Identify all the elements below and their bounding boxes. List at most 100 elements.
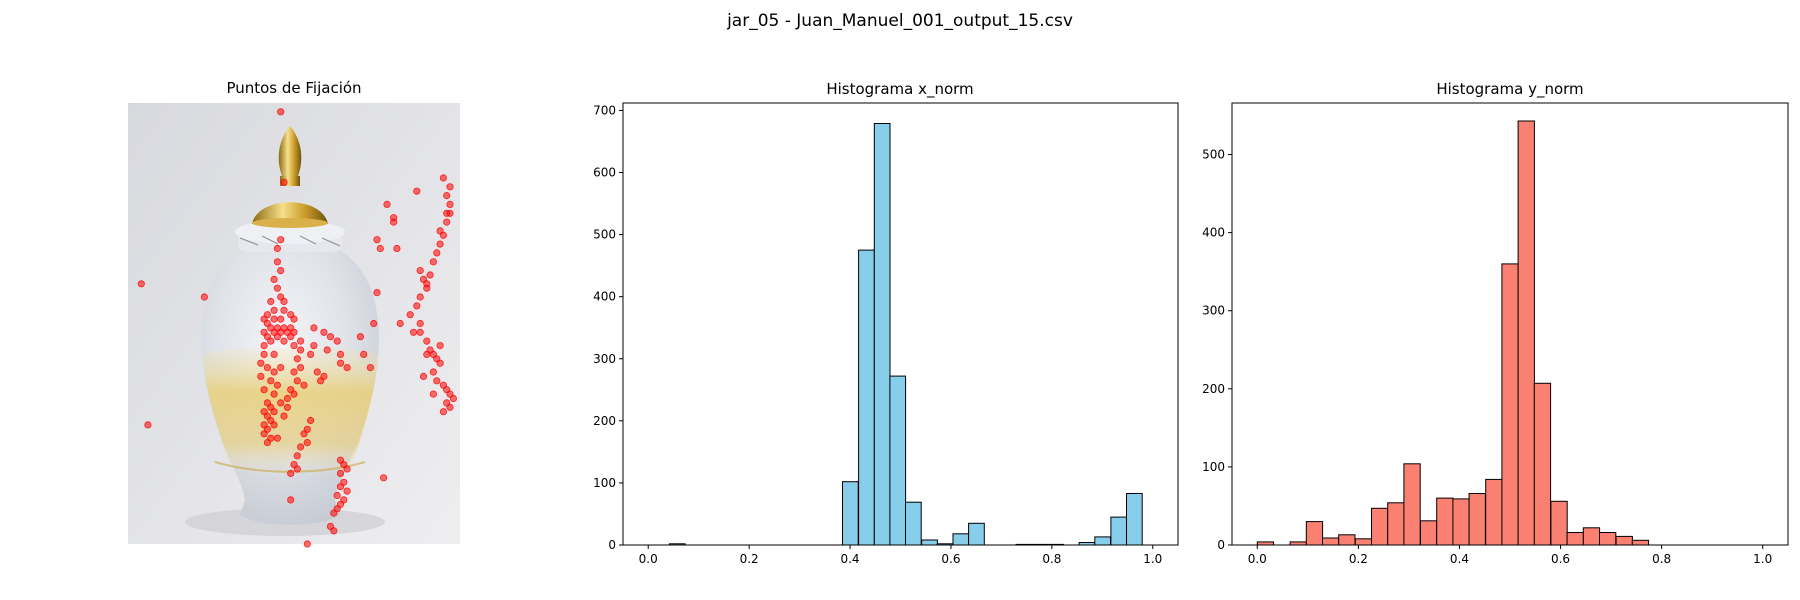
histogram-x-bar	[968, 522, 985, 546]
fixation-point	[310, 341, 318, 350]
histogram-y-bar	[1550, 500, 1568, 546]
fixation-point	[287, 469, 295, 477]
histogram-y-bar	[1566, 532, 1584, 546]
fixation-point	[336, 469, 345, 477]
histogram-y-xtick-label: 0.4	[1450, 552, 1469, 566]
fixation-point	[270, 421, 278, 429]
fixation-point	[296, 363, 305, 372]
fixation-point	[330, 509, 338, 517]
fixation-point	[280, 306, 288, 314]
histogram-x-ytick-label: 600	[593, 166, 616, 180]
fixation-point	[323, 346, 331, 354]
fixation-point	[436, 227, 444, 235]
fixation-point	[200, 293, 208, 301]
fixation-point	[290, 341, 298, 350]
histogram-x-axes-frame	[622, 102, 1179, 546]
histogram-y-ytick-label: 0	[1217, 538, 1225, 552]
fixation-point	[287, 496, 295, 504]
histogram-y-xtick-label: 0.8	[1652, 552, 1671, 566]
fixation-point	[273, 381, 281, 389]
fixation-point	[379, 474, 388, 482]
fixation-point	[273, 244, 281, 253]
fixation-point	[283, 394, 291, 403]
fixation-point	[313, 368, 321, 376]
fixation-point	[290, 315, 298, 323]
histogram-x-bars	[668, 123, 1143, 546]
fixation-point	[277, 266, 285, 275]
fixation-point	[373, 288, 381, 297]
fixation-point	[333, 337, 341, 345]
fixation-point	[446, 183, 454, 191]
histogram-x-ytick-label: 500	[593, 228, 616, 242]
histogram-y-bar	[1631, 539, 1650, 546]
fixation-point	[303, 540, 311, 548]
fixation-point	[436, 341, 444, 350]
fixation-point	[277, 399, 285, 407]
fixation-point	[270, 368, 278, 376]
fixation-point	[413, 302, 421, 310]
histogram-x-xtick-label: 0.2	[740, 552, 759, 566]
histogram-x-bar	[889, 375, 907, 546]
histogram-y-bar	[1501, 263, 1519, 546]
fixation-point	[343, 487, 351, 495]
fixation-point	[356, 333, 364, 341]
histogram-y-bar	[1305, 521, 1324, 546]
histogram-y-ytick-label: 300	[1202, 304, 1225, 318]
histogram-y-bar	[1599, 532, 1617, 546]
fixation-point	[366, 363, 374, 372]
fixation-point	[293, 452, 301, 460]
histogram-x-bar	[1094, 536, 1112, 546]
fixation-point	[320, 328, 328, 336]
fixation-point	[436, 359, 444, 367]
fixation-point	[333, 491, 341, 500]
fixation-point	[290, 368, 298, 376]
fixation-point	[287, 333, 295, 341]
fixation-point	[416, 328, 424, 336]
histogram-y-bar	[1615, 535, 1633, 546]
histogram-y-bar	[1452, 498, 1470, 546]
histogram-y-xtick-label: 1.0	[1753, 552, 1772, 566]
histogram-x-bar	[858, 249, 875, 546]
fixation-point	[273, 284, 281, 292]
figure-suptitle: jar_05 - Juan_Manuel_001_output_15.csv	[726, 11, 1073, 31]
histogram-y-xtick-label: 0.2	[1349, 552, 1368, 566]
fixation-point	[449, 394, 457, 403]
fixation-point	[336, 483, 345, 491]
fixation-point	[429, 390, 437, 398]
fixation-point	[270, 275, 278, 283]
histogram-y-bar	[1485, 478, 1503, 546]
fixation-point	[263, 438, 271, 447]
histogram-x-title: Histograma x_norm	[826, 80, 973, 99]
histogram-x-ytick-label: 100	[593, 476, 616, 490]
histogram-x-panel: Histograma x_norm 0.0 0.2 0.4 0.6 0.8 1.0 0 10…	[593, 80, 1179, 566]
histogram-y-bars	[1256, 120, 1650, 546]
fixation-point	[260, 386, 268, 394]
fixation-point	[343, 465, 351, 473]
fixation-point	[426, 271, 434, 279]
histogram-y-ytick-label: 100	[1202, 460, 1225, 474]
histogram-x-xtick-label: 0.8	[1042, 552, 1061, 566]
fixation-point	[383, 200, 391, 208]
histogram-x-bar	[842, 481, 859, 546]
fixation-point	[267, 337, 275, 345]
fixation-point	[419, 372, 428, 380]
histogram-y-xtick-label: 0.0	[1248, 552, 1267, 566]
histogram-x-bar	[1110, 516, 1128, 546]
fixation-point	[303, 438, 311, 447]
fixation-panel: Puntos de Fijación	[128, 79, 460, 548]
fixation-point	[416, 293, 424, 301]
histogram-x-ytick-label: 300	[593, 352, 616, 366]
histogram-y-bar	[1468, 493, 1486, 546]
fixation-point	[280, 297, 288, 306]
fixation-point	[330, 527, 338, 535]
histogram-x-xticks: 0.0 0.2 0.4 0.6 0.8 1.0	[639, 545, 1162, 566]
histogram-x-xtick-label: 0.6	[941, 552, 960, 566]
fixation-point	[137, 280, 145, 288]
fixation-point	[429, 258, 437, 266]
fixation-point	[416, 319, 424, 328]
histogram-x-bar	[1126, 493, 1143, 546]
histogram-y-bar	[1436, 497, 1454, 546]
fixation-point	[280, 412, 288, 420]
fixation-point	[306, 416, 315, 425]
